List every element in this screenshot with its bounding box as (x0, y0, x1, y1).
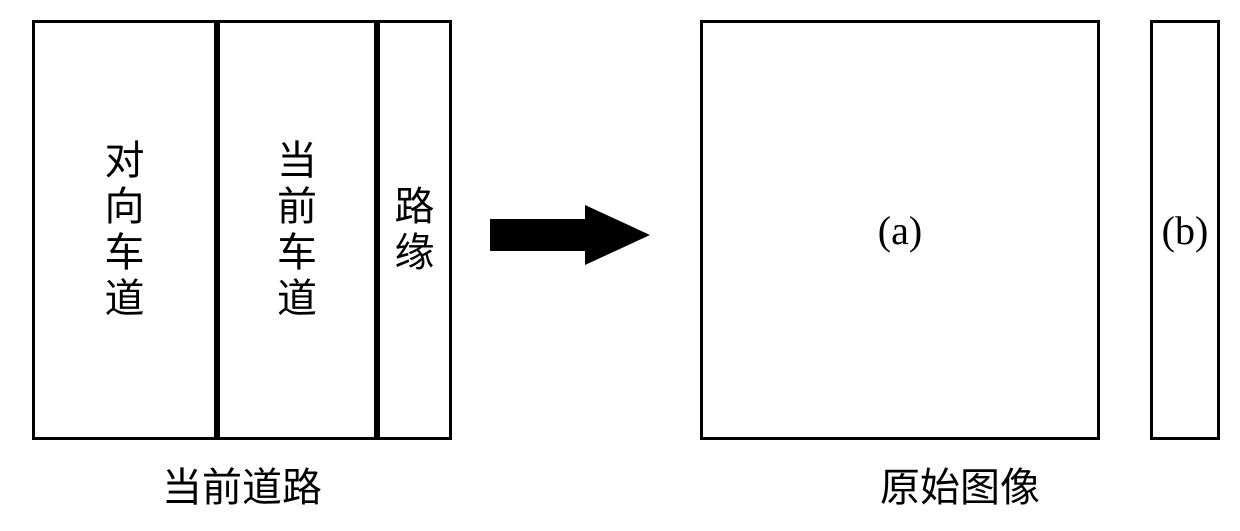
road-col-opposite-label: 对向车道 (32, 20, 217, 440)
left-caption: 当前道路 (32, 455, 452, 513)
arrow-icon (490, 205, 650, 265)
image-box-b-label: (b) (1150, 20, 1220, 440)
road-col-current-label: 当前车道 (217, 20, 377, 440)
image-box-a-label: (a) (700, 20, 1100, 440)
road-col-curb-label: 路缘 (377, 20, 452, 440)
right-caption: 原始图像 (700, 455, 1220, 513)
diagram-canvas: 对向车道 当前车道 路缘 当前道路 (a) (b) 原始图像 (0, 0, 1240, 531)
